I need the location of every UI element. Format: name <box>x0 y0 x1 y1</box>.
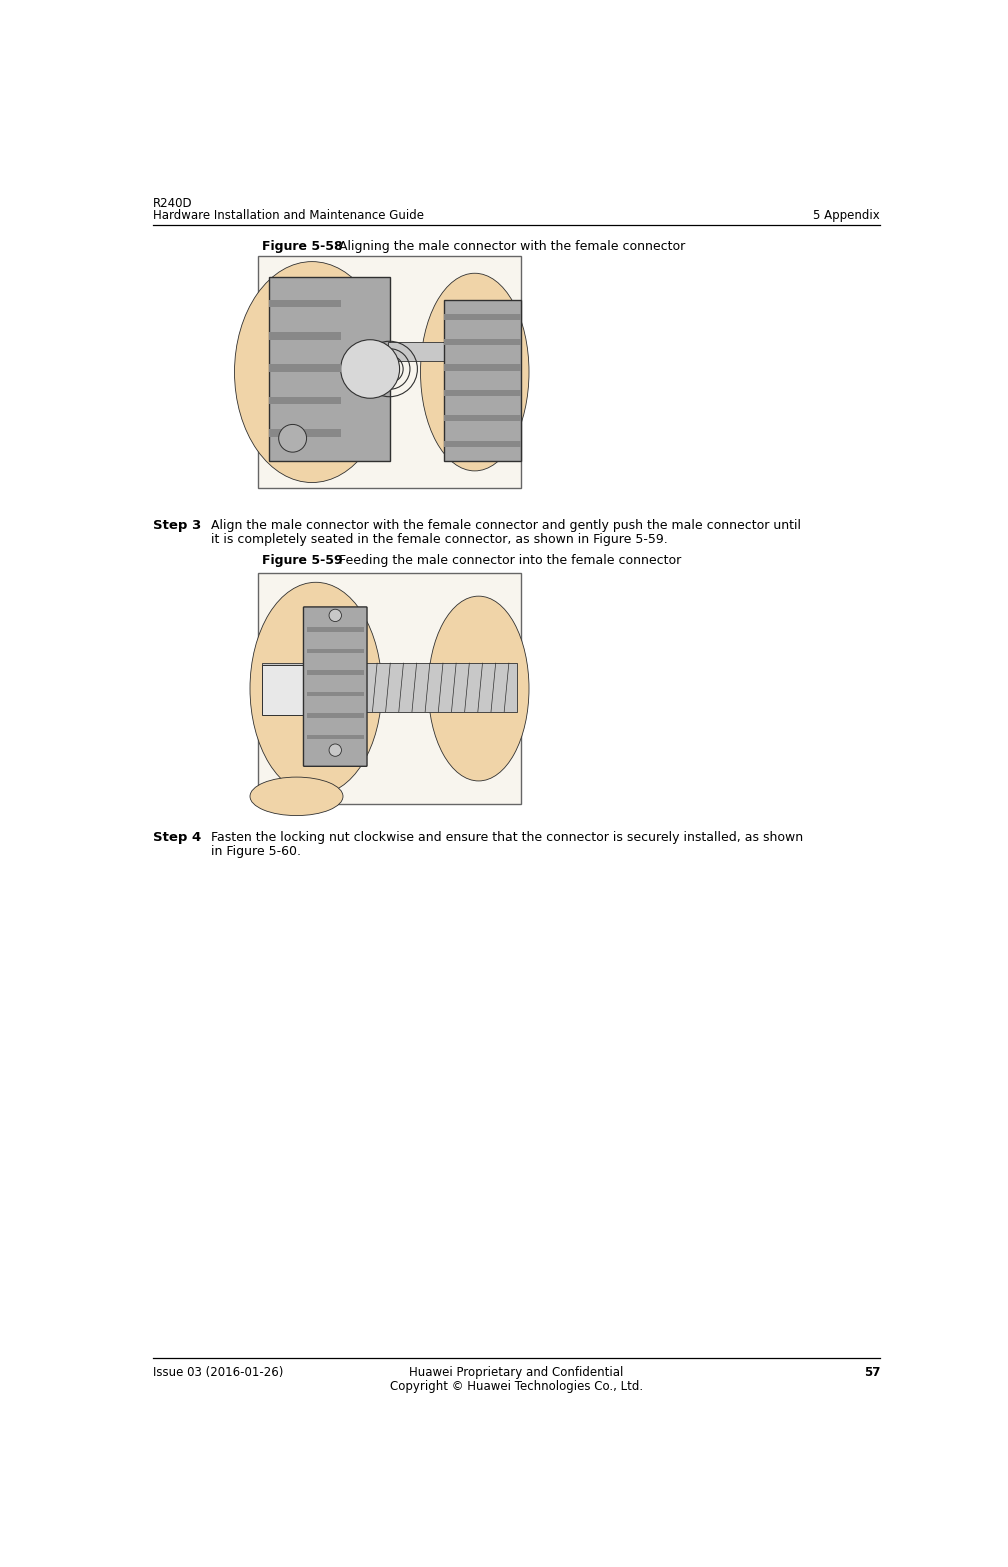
Bar <box>444 390 521 396</box>
Bar <box>258 255 521 489</box>
Text: Step 3: Step 3 <box>153 519 202 533</box>
Text: 57: 57 <box>864 1366 880 1379</box>
Bar <box>388 342 450 362</box>
Text: 5 Appendix: 5 Appendix <box>813 208 880 223</box>
Text: R240D: R240D <box>153 197 193 210</box>
Text: Hardware Installation and Maintenance Guide: Hardware Installation and Maintenance Gu… <box>153 208 424 223</box>
Bar <box>444 365 521 370</box>
Ellipse shape <box>250 583 382 794</box>
Circle shape <box>341 340 399 398</box>
Text: Align the male connector with the female connector and gently push the male conn: Align the male connector with the female… <box>212 519 801 533</box>
Bar <box>269 429 342 437</box>
Circle shape <box>329 610 342 622</box>
Bar <box>269 299 342 307</box>
Ellipse shape <box>420 273 529 472</box>
Ellipse shape <box>235 262 389 483</box>
Bar <box>306 671 364 675</box>
Text: Figure 5-59: Figure 5-59 <box>262 553 343 567</box>
Text: Issue 03 (2016-01-26): Issue 03 (2016-01-26) <box>153 1366 283 1379</box>
Text: in Figure 5-60.: in Figure 5-60. <box>212 845 301 857</box>
Bar <box>444 338 521 345</box>
Bar <box>306 649 364 653</box>
Circle shape <box>278 425 306 453</box>
Bar <box>444 415 521 422</box>
Bar <box>444 299 521 461</box>
Bar <box>269 396 342 404</box>
Bar <box>306 691 364 696</box>
Text: Step 4: Step 4 <box>153 831 202 845</box>
Bar <box>258 574 521 804</box>
Bar <box>269 332 342 340</box>
Ellipse shape <box>250 777 343 815</box>
Text: Huawei Proprietary and Confidential: Huawei Proprietary and Confidential <box>409 1366 624 1379</box>
Text: Aligning the male connector with the female connector: Aligning the male connector with the fem… <box>336 240 685 254</box>
Bar <box>262 663 517 711</box>
Ellipse shape <box>428 595 529 780</box>
Bar <box>306 627 364 632</box>
Bar <box>269 277 389 461</box>
Bar <box>269 365 342 371</box>
Text: Figure 5-58: Figure 5-58 <box>262 240 343 254</box>
Bar <box>262 666 308 716</box>
Text: Fasten the locking nut clockwise and ensure that the connector is securely insta: Fasten the locking nut clockwise and ens… <box>212 831 803 845</box>
Text: it is completely seated in the female connector, as shown in Figure 5-59.: it is completely seated in the female co… <box>212 533 668 545</box>
FancyBboxPatch shape <box>303 606 367 766</box>
Bar <box>444 440 521 447</box>
Text: Feeding the male connector into the female connector: Feeding the male connector into the fema… <box>336 553 681 567</box>
Bar <box>306 713 364 718</box>
Text: Copyright © Huawei Technologies Co., Ltd.: Copyright © Huawei Technologies Co., Ltd… <box>390 1381 643 1393</box>
Bar <box>306 735 364 740</box>
Bar <box>444 313 521 320</box>
Circle shape <box>329 744 342 757</box>
